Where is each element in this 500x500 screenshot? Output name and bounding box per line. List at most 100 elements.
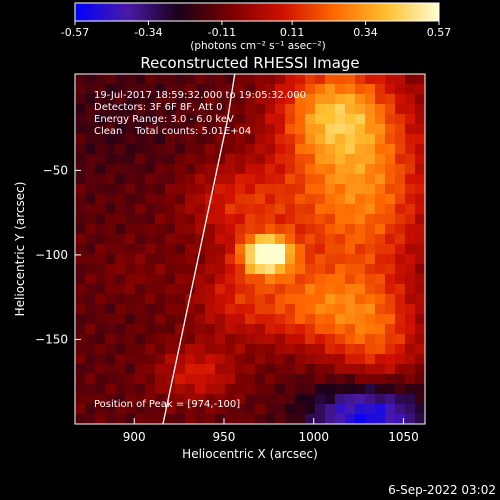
heatmap-cell bbox=[105, 154, 116, 165]
heatmap-cell bbox=[315, 164, 326, 175]
heatmap-cell bbox=[375, 144, 386, 155]
heatmap-cell bbox=[375, 254, 386, 265]
heatmap-cell bbox=[85, 74, 96, 85]
heatmap-cell bbox=[145, 364, 156, 375]
heatmap-cell bbox=[305, 84, 316, 95]
heatmap-cell bbox=[245, 334, 256, 345]
heatmap-cell bbox=[95, 144, 106, 155]
heatmap-cell bbox=[405, 304, 416, 315]
heatmap-cell bbox=[215, 244, 226, 255]
heatmap-cell bbox=[205, 224, 216, 235]
heatmap-cell bbox=[265, 374, 276, 385]
heatmap-cell bbox=[295, 194, 306, 205]
heatmap-cell bbox=[175, 344, 186, 355]
heatmap-cell bbox=[315, 284, 326, 295]
heatmap-cell bbox=[195, 324, 206, 335]
heatmap-cell bbox=[225, 344, 236, 355]
heatmap-cell bbox=[415, 344, 425, 355]
heatmap-cell bbox=[285, 414, 296, 424]
heatmap-cell bbox=[185, 344, 196, 355]
heatmap-cell bbox=[395, 324, 406, 335]
heatmap-cell bbox=[155, 374, 166, 385]
heatmap-cell bbox=[205, 374, 216, 385]
heatmap-cell bbox=[235, 384, 246, 395]
heatmap-cell bbox=[185, 414, 196, 424]
heatmap-cell bbox=[185, 324, 196, 335]
heatmap-cell bbox=[325, 234, 336, 245]
chart-title: Reconstructed RHESSI Image bbox=[140, 54, 359, 72]
heatmap-cell bbox=[385, 264, 396, 275]
heatmap-cell bbox=[345, 414, 356, 424]
heatmap-cell bbox=[115, 214, 126, 225]
heatmap-cell bbox=[365, 274, 376, 285]
heatmap-cell bbox=[345, 364, 356, 375]
heatmap-cell bbox=[115, 84, 126, 95]
heatmap-cell bbox=[105, 274, 116, 285]
heatmap-cell bbox=[165, 144, 176, 155]
heatmap-cell bbox=[295, 224, 306, 235]
heatmap-cell bbox=[75, 274, 86, 285]
heatmap-cell bbox=[355, 384, 366, 395]
heatmap-cell bbox=[185, 404, 196, 415]
heatmap-cell bbox=[155, 84, 166, 95]
heatmap-cell bbox=[85, 314, 96, 325]
heatmap-cell bbox=[415, 304, 425, 315]
heatmap-cell bbox=[375, 184, 386, 195]
heatmap-cell bbox=[125, 174, 136, 185]
heatmap-cell bbox=[375, 224, 386, 235]
heatmap-cell bbox=[145, 344, 156, 355]
heatmap-cell bbox=[215, 414, 226, 424]
heatmap-cell bbox=[285, 374, 296, 385]
heatmap-cell bbox=[175, 94, 186, 105]
heatmap-cell bbox=[245, 234, 256, 245]
heatmap-cell bbox=[305, 254, 316, 265]
heatmap-cell bbox=[385, 314, 396, 325]
heatmap-cell bbox=[245, 84, 256, 95]
heatmap-cell bbox=[295, 264, 306, 275]
heatmap-cell bbox=[225, 354, 236, 365]
heatmap-cell bbox=[405, 124, 416, 135]
heatmap-cell bbox=[145, 114, 156, 125]
heatmap-cell bbox=[265, 414, 276, 424]
heatmap-cell bbox=[305, 354, 316, 365]
heatmap-cell bbox=[375, 154, 386, 165]
heatmap-cell bbox=[165, 354, 176, 365]
heatmap-cell bbox=[205, 414, 216, 424]
heatmap-cell bbox=[355, 294, 366, 305]
heatmap-cell bbox=[205, 264, 216, 275]
heatmap-cell bbox=[335, 294, 346, 305]
heatmap-cell bbox=[375, 214, 386, 225]
heatmap-cell bbox=[175, 114, 186, 125]
heatmap-cell bbox=[275, 414, 286, 424]
heatmap-cell bbox=[255, 334, 266, 345]
heatmap-cell bbox=[165, 224, 176, 235]
heatmap-cell bbox=[305, 164, 316, 175]
heatmap-cell bbox=[365, 194, 376, 205]
heatmap-cell bbox=[395, 224, 406, 235]
heatmap-cell bbox=[305, 374, 316, 385]
heatmap-cell bbox=[245, 164, 256, 175]
heatmap-cell bbox=[245, 134, 256, 145]
heatmap-cell bbox=[115, 244, 126, 255]
heatmap-cell bbox=[335, 114, 346, 125]
heatmap-cell bbox=[255, 164, 266, 175]
heatmap-cell bbox=[115, 354, 126, 365]
heatmap-cell bbox=[85, 174, 96, 185]
heatmap-cell bbox=[335, 354, 346, 365]
heatmap-cell bbox=[355, 264, 366, 275]
heatmap-cell bbox=[415, 264, 425, 275]
heatmap-cell bbox=[355, 124, 366, 135]
heatmap-cell bbox=[335, 334, 346, 345]
heatmap-cell bbox=[215, 114, 226, 125]
heatmap-cell bbox=[285, 244, 296, 255]
heatmap-cell bbox=[165, 284, 176, 295]
heatmap-cell bbox=[145, 194, 156, 205]
heatmap-cell bbox=[195, 254, 206, 265]
heatmap-cell bbox=[235, 74, 246, 85]
heatmap-cell bbox=[205, 364, 216, 375]
heatmap-cell bbox=[145, 404, 156, 415]
heatmap-cell bbox=[225, 204, 236, 215]
heatmap-cell bbox=[95, 374, 106, 385]
heatmap-cell bbox=[185, 274, 196, 285]
heatmap-cell bbox=[135, 324, 146, 335]
